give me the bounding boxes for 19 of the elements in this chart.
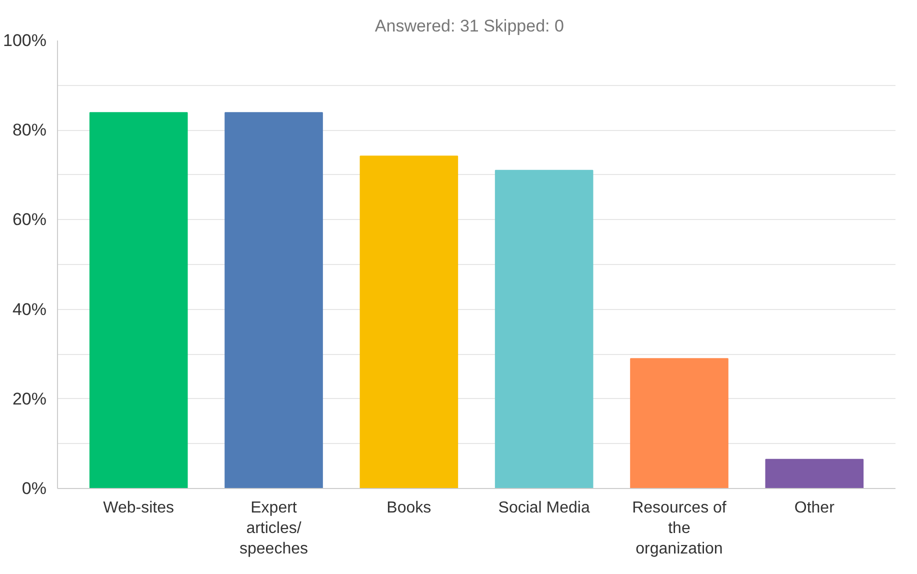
x-tick-label: Books <box>386 500 432 516</box>
chart-title: Answered: 31 Skipped: 0 <box>374 16 564 36</box>
x-tick-label: Other <box>794 500 836 516</box>
x-tick-label: Resources of the organization <box>632 500 727 558</box>
bar <box>765 458 864 488</box>
x-tick-label: Social Media <box>498 500 590 516</box>
y-tick-label: 0% <box>22 479 47 498</box>
x-tick-label: Web-sites <box>103 500 174 516</box>
bar <box>494 170 594 488</box>
bar <box>360 156 458 488</box>
y-tick-label: 60% <box>12 210 47 230</box>
y-tick-label: 40% <box>12 300 47 319</box>
bar <box>89 112 188 488</box>
bar <box>630 358 728 488</box>
y-tick-label: 100% <box>3 31 47 50</box>
y-tick-label: 80% <box>12 120 47 140</box>
y-tick-label: 20% <box>12 389 47 408</box>
bar <box>224 112 323 488</box>
x-tick-label: Expert articles/ speeches <box>240 500 308 558</box>
